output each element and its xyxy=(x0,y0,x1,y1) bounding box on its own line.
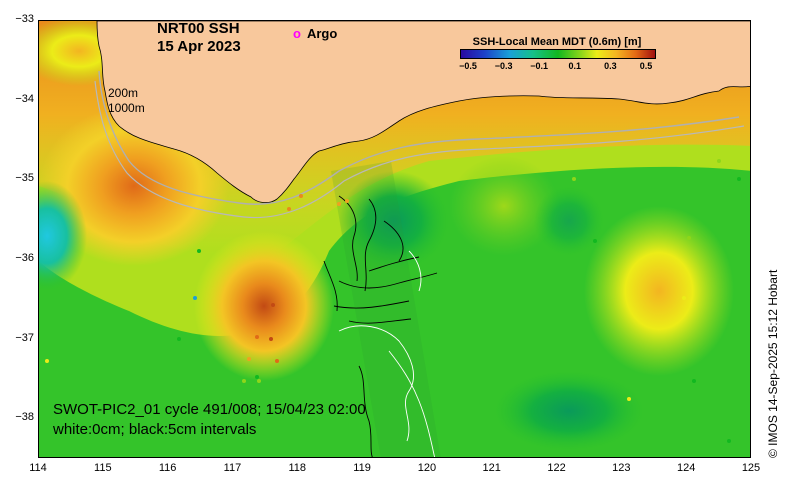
x-tick-label: 122 xyxy=(547,462,566,474)
swot-contours-black xyxy=(323,195,438,457)
map-title-date: 15 Apr 2023 xyxy=(157,38,241,55)
colorbar-tick-label: 0.5 xyxy=(639,61,653,71)
isobath-200m xyxy=(98,70,740,205)
x-tick-label: 124 xyxy=(676,462,696,474)
colorbar-tick-label: 0.3 xyxy=(604,61,617,71)
isobath-label-200m: 200m xyxy=(108,86,139,100)
colorbar-title: SSH-Local Mean MDT (0.6m) [m] xyxy=(472,36,642,48)
isobath-label-1000m: 1000m xyxy=(108,101,145,115)
australia-landmass xyxy=(96,21,750,203)
x-tick-label: 123 xyxy=(612,462,631,474)
y-tick-label: −34 xyxy=(15,92,34,105)
x-tick-label: 119 xyxy=(353,462,371,474)
x-tick-label: 121 xyxy=(482,462,501,474)
swot-point-markers xyxy=(45,159,741,443)
colorbar-gradient xyxy=(460,49,656,59)
lime-patch xyxy=(449,156,559,256)
warm-eddy-central xyxy=(194,231,334,381)
cold-eddy-south xyxy=(494,371,644,451)
x-tick-label: 115 xyxy=(94,462,112,474)
x-tick-label: 116 xyxy=(158,462,177,474)
y-tick-label: −33 xyxy=(15,13,34,25)
y-tick-label: −38 xyxy=(15,411,34,424)
map-title-product: NRT00 SSH xyxy=(157,20,240,37)
argo-legend: o Argo xyxy=(293,26,337,41)
isobath-1000m xyxy=(94,80,745,219)
cold-eddy-west-edge xyxy=(39,181,87,291)
imos-credit: © IMOS 14-Sep-2025 15:12 Hobart xyxy=(766,269,780,458)
swot-caption-line2: white:0cm; black:5cm intervals xyxy=(53,421,257,438)
colorbar-tick-label: −0.3 xyxy=(494,61,513,71)
x-tick-label: 114 xyxy=(29,462,47,474)
argo-float-icon: o xyxy=(293,26,301,41)
colorbar-legend: SSH-Local Mean MDT (0.6m) [m] −0.5 −0.3 −0… xyxy=(452,36,662,71)
colorbar-tick-label: 0.1 xyxy=(568,61,582,71)
map-panel xyxy=(38,20,751,458)
colorbar-tick-label: −0.1 xyxy=(530,61,549,71)
y-tick-label: −37 xyxy=(15,331,34,344)
swot-swath xyxy=(331,161,441,457)
x-tick-label: 120 xyxy=(417,462,437,474)
colorbar-tick-label: −0.5 xyxy=(459,61,477,71)
x-tick-label: 117 xyxy=(223,462,242,474)
warm-eddy-east xyxy=(584,206,734,376)
y-tick-label: −35 xyxy=(15,172,34,185)
cold-patch-east xyxy=(534,186,604,256)
swot-caption-line1: SWOT-PIC2_01 cycle 491/008; 15/04/23 02:… xyxy=(53,401,366,418)
argo-legend-label: Argo xyxy=(306,26,338,41)
x-tick-label: 118 xyxy=(288,462,307,474)
ssh-map xyxy=(39,21,750,457)
x-tick-label: 125 xyxy=(741,462,761,474)
colorbar-ticks: −0.5 −0.3 −0.1 0.1 0.3 0.5 xyxy=(459,59,656,71)
swot-contours-white xyxy=(338,250,436,457)
y-tick-label: −36 xyxy=(15,251,34,264)
